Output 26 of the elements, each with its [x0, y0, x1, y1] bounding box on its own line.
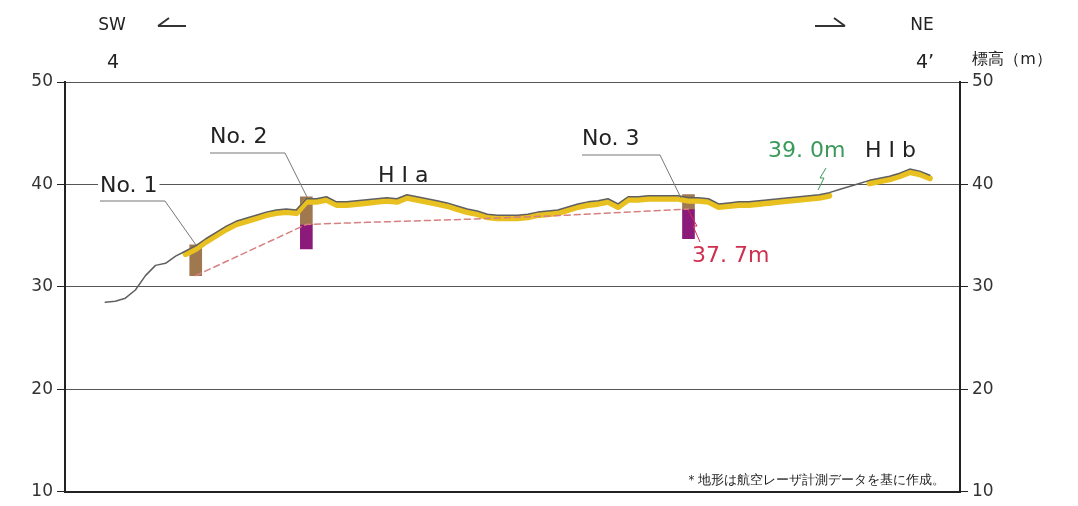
text: NE	[910, 14, 934, 34]
text: 4’	[915, 50, 935, 72]
line-series	[194, 208, 690, 277]
annotation: H I b	[865, 137, 916, 162]
text: SW	[98, 14, 126, 34]
annotation: No. 3	[582, 125, 640, 150]
y-tick-label: 30	[31, 275, 53, 296]
bar	[682, 208, 695, 240]
text: 4	[106, 50, 120, 72]
annotation: H I a	[378, 162, 429, 187]
annotation: 37. 7m	[692, 242, 770, 267]
y-tick-label: 40	[31, 172, 53, 193]
annotation: No. 2	[210, 123, 268, 148]
annotation: No. 1	[100, 172, 158, 197]
annotation: 39. 0m	[768, 137, 846, 162]
y-tick-label: 20	[31, 377, 53, 398]
y2-tick-label: 50	[972, 70, 994, 91]
y2-axis-title: 標高（m）	[972, 49, 1052, 68]
bar	[300, 224, 313, 250]
y-tick-label: 10	[31, 480, 53, 501]
y2-tick-label: 20	[972, 377, 994, 398]
annotation: ＊地形は航空レーザ計測データを基に作成。	[685, 472, 945, 487]
y2-tick-label: 30	[972, 275, 994, 296]
y2-tick-label: 10	[972, 480, 994, 501]
y2-tick-label: 40	[972, 172, 994, 193]
y-tick-label: 50	[31, 70, 53, 91]
